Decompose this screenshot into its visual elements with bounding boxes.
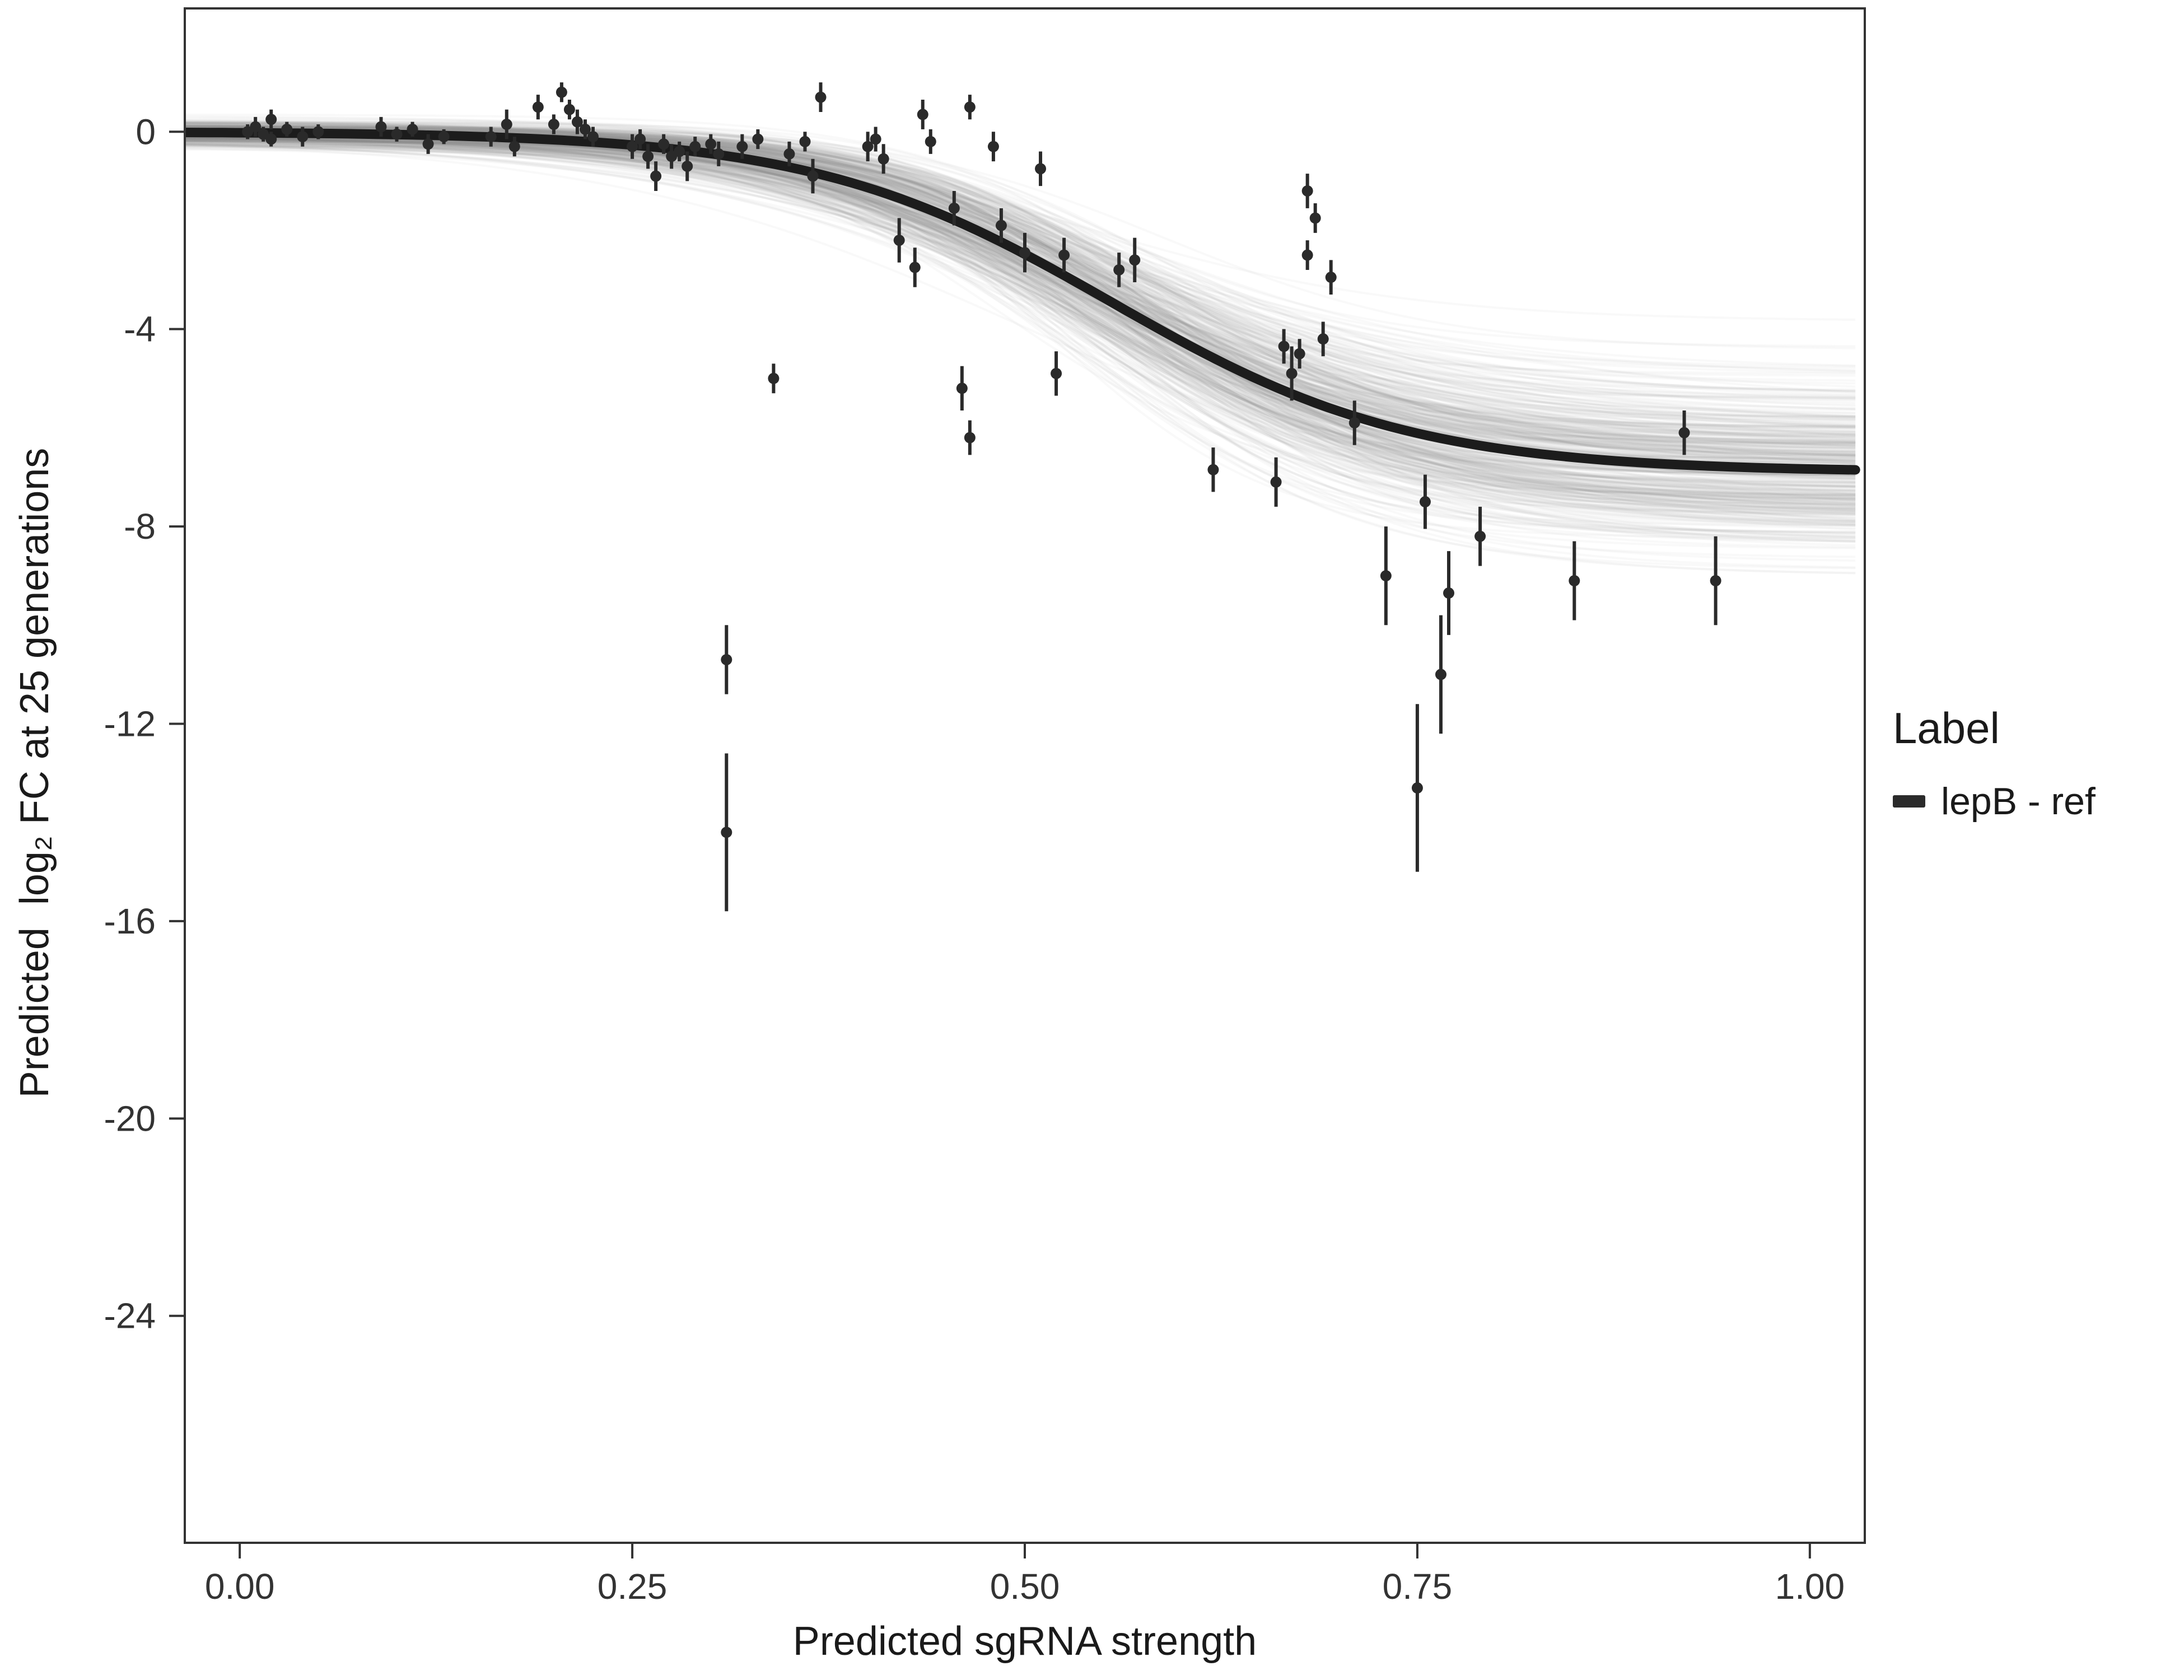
svg-text:0.00: 0.00 bbox=[205, 1566, 275, 1607]
svg-text:-16: -16 bbox=[104, 901, 156, 941]
legend: Label lepB - ref bbox=[1893, 703, 2096, 823]
svg-text:-12: -12 bbox=[104, 703, 156, 744]
axis-ticks: 0.00 0.25 0.50 0.75 1.00 0 -4 -8 -12 -16 -20 -24 bbox=[104, 111, 1845, 1607]
legend-item: lepB - ref bbox=[1893, 780, 2096, 823]
data-points bbox=[242, 82, 1721, 912]
svg-text:-4: -4 bbox=[124, 309, 156, 349]
legend-item-label: lepB - ref bbox=[1941, 780, 2096, 823]
posterior-band bbox=[185, 114, 1856, 575]
y-axis-label: Predicted log₂ FC at 25 generations bbox=[12, 447, 57, 1098]
svg-text:-8: -8 bbox=[124, 506, 156, 547]
svg-text:-20: -20 bbox=[104, 1098, 156, 1138]
svg-text:0: 0 bbox=[136, 111, 156, 152]
svg-text:0.25: 0.25 bbox=[598, 1566, 668, 1607]
legend-title: Label bbox=[1893, 703, 2000, 753]
svg-text:0.75: 0.75 bbox=[1383, 1566, 1453, 1607]
x-axis-label: Predicted sgRNA strength bbox=[792, 1619, 1257, 1664]
svg-text:0.50: 0.50 bbox=[990, 1566, 1060, 1607]
legend-key-swatch bbox=[1893, 795, 1925, 808]
svg-text:1.00: 1.00 bbox=[1775, 1566, 1845, 1607]
svg-text:-24: -24 bbox=[104, 1296, 156, 1336]
